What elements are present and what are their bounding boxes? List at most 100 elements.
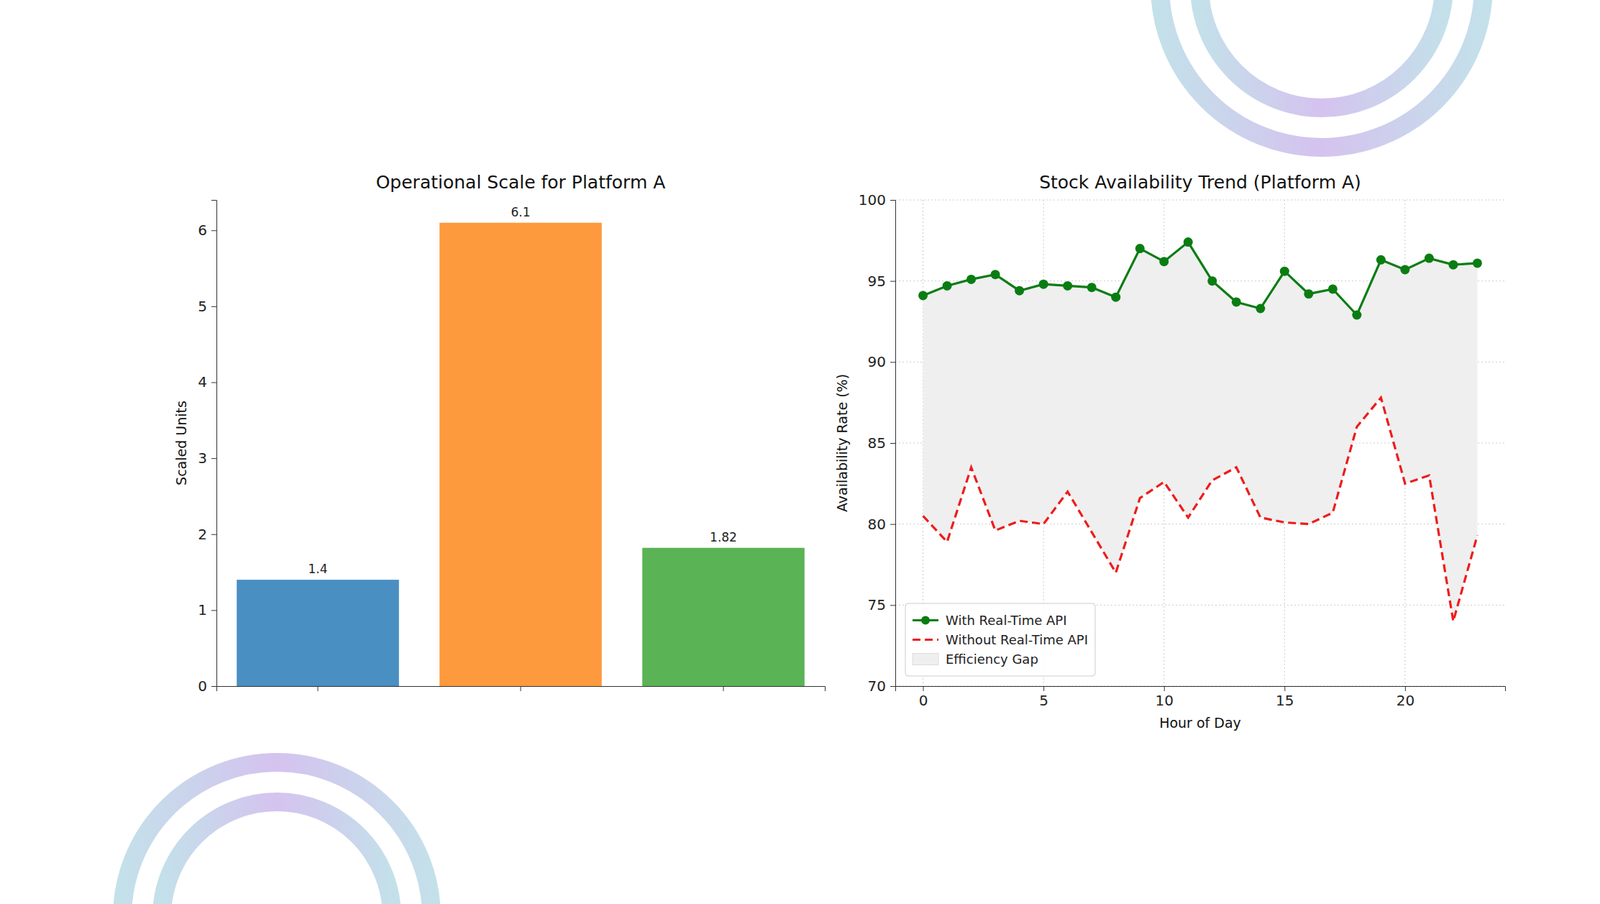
- tick-mark: [211, 382, 217, 384]
- tick: 5: [197, 297, 217, 315]
- decor-ring: [1199, 0, 1444, 108]
- tick: 75: [867, 596, 896, 614]
- tick-label: 100: [858, 191, 886, 209]
- marker: [1472, 258, 1483, 268]
- tick-label: 70: [867, 677, 886, 695]
- tick: 100: [858, 191, 896, 209]
- tick-mark: [923, 686, 925, 692]
- bar: [236, 579, 400, 687]
- tick-label: 20: [1396, 691, 1415, 710]
- chart-bar: 1.4 6.1 1.82 0 1 2 3 4 5 6 Operational Scale for P…: [173, 171, 825, 695]
- tick: 6: [197, 221, 217, 239]
- tick: 2: [197, 525, 217, 543]
- tick-mark: [1043, 686, 1045, 692]
- series-line: [923, 397, 1478, 622]
- tick-label: 85: [867, 434, 886, 452]
- axis-title: Scaled Units: [173, 400, 190, 486]
- marker: [1039, 279, 1049, 290]
- legend-key: [921, 616, 930, 625]
- bar: [439, 222, 602, 687]
- tick: 3: [197, 449, 217, 467]
- axis-line: [211, 200, 218, 687]
- marker: [1303, 289, 1314, 299]
- chart-title: Operational Scale for Platform A: [376, 171, 666, 193]
- tick: 20: [1396, 686, 1415, 710]
- tick-mark: [211, 306, 217, 308]
- marker: [1424, 253, 1434, 264]
- legend-label: Without Real-Time API: [945, 632, 1088, 648]
- grid-line: [895, 523, 1506, 525]
- tick-label: 4: [197, 373, 208, 391]
- tick-label: 5: [1039, 691, 1049, 710]
- tick: 85: [867, 434, 896, 452]
- marker: [1183, 237, 1193, 247]
- tick-mark: [890, 361, 896, 363]
- axis-line: [890, 200, 896, 687]
- marker: [1255, 303, 1265, 313]
- decor-ring: [122, 762, 432, 904]
- tick: [723, 686, 725, 692]
- data-label: 1.4: [307, 561, 328, 576]
- tick-label: 3: [197, 449, 208, 467]
- tick-label: 0: [919, 691, 929, 710]
- axis: 70 75 80 85 90 95 100: [858, 191, 896, 695]
- tick-mark: [211, 230, 217, 231]
- tick: [317, 686, 319, 692]
- tick: 15: [1275, 686, 1294, 710]
- plot-area: [236, 222, 805, 687]
- tick-mark: [520, 686, 522, 692]
- tick-mark: [211, 534, 217, 536]
- legend-key: [912, 653, 939, 666]
- decor-ring: [1159, 0, 1484, 148]
- marker: [1448, 260, 1458, 270]
- tick-label: 6: [197, 221, 208, 239]
- marker: [990, 269, 1001, 280]
- gap-area: [923, 242, 1478, 622]
- tick: [520, 686, 522, 692]
- marker: [1351, 309, 1362, 320]
- tick: 4: [197, 373, 217, 391]
- tick-mark: [890, 524, 896, 525]
- chart-title: Stock Availability Trend (Platform A): [1039, 171, 1362, 193]
- axis: 0 1 2 3 4 5 6: [197, 200, 217, 695]
- tick: 80: [867, 515, 896, 533]
- legend: With Real-Time APIWithout Real-Time APIE…: [905, 603, 1096, 676]
- marker: [1111, 292, 1121, 303]
- tick-label: 15: [1275, 691, 1294, 710]
- plot-area: [918, 237, 1483, 622]
- marker: [966, 274, 976, 285]
- marker: [918, 290, 928, 300]
- tick-mark: [890, 604, 896, 606]
- grid-line: [895, 199, 1506, 201]
- axis-line: [896, 686, 1506, 692]
- tick: 70: [867, 677, 896, 695]
- legend-key: [912, 638, 939, 641]
- tick-mark: [211, 458, 217, 459]
- tick-mark: [211, 609, 217, 611]
- tick-label: 5: [197, 297, 208, 315]
- tick-mark: [1405, 686, 1406, 692]
- tick-label: 0: [197, 677, 208, 695]
- tick-label: 10: [1154, 691, 1173, 710]
- data-label: 1.82: [709, 529, 738, 545]
- chart-line: 70 75 80 85 90 95 100 0 5 10 15 20 Stock Availabilit…: [834, 171, 1506, 731]
- data-label: 6.1: [510, 204, 530, 220]
- tick: 0: [197, 677, 217, 695]
- marker: [1376, 255, 1386, 265]
- axis-title: Availability Rate (%): [834, 373, 850, 512]
- marker: [1014, 286, 1024, 296]
- tick-mark: [890, 686, 896, 687]
- tick: 90: [867, 353, 896, 371]
- marker: [1207, 276, 1217, 286]
- tick-mark: [890, 199, 896, 201]
- tick-label: 75: [867, 596, 886, 614]
- marker: [1400, 264, 1410, 274]
- tick-label: 95: [867, 272, 886, 290]
- marker: [1328, 284, 1338, 294]
- tick: 95: [867, 272, 896, 290]
- marker: [1087, 282, 1097, 292]
- tick-label: 1: [197, 601, 208, 619]
- axis: [217, 686, 826, 692]
- tick-label: 80: [867, 515, 886, 533]
- marker: [1062, 281, 1073, 291]
